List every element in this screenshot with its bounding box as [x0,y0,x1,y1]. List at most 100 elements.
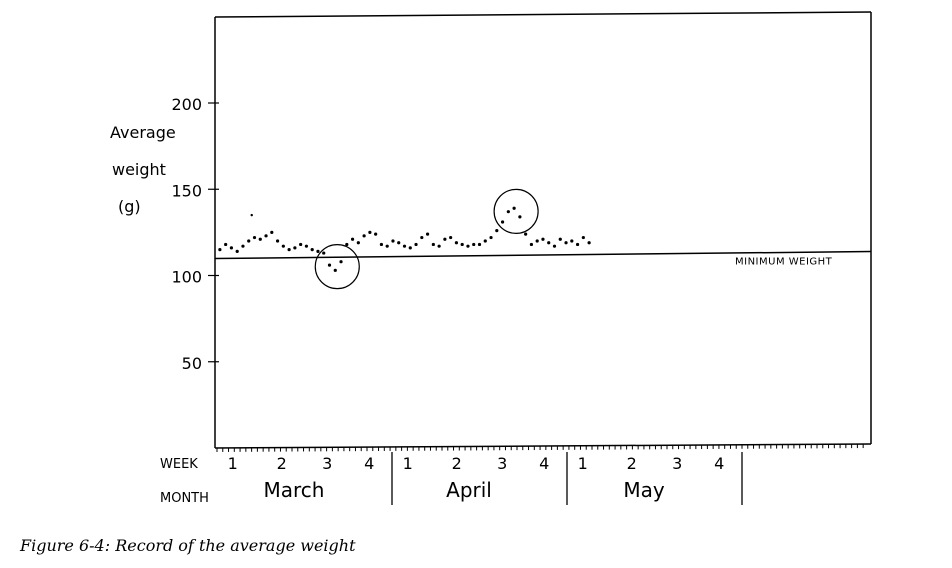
data-point [299,242,303,247]
y-tick-label: 200 [171,95,202,114]
week-label: 4 [539,454,549,473]
reference-line-label: MINIMUM WEIGHT [735,257,833,268]
data-point [489,235,493,240]
data-point [235,249,239,253]
data-point [264,234,268,238]
data-point [310,248,314,252]
data-point [252,235,257,240]
data-point [466,244,470,248]
data-point [506,210,510,214]
data-point [477,242,482,247]
data-point [472,242,476,247]
data-point [420,235,424,240]
data-point [258,237,262,241]
y-tick-label: 150 [171,181,202,200]
data-point [287,248,291,252]
data-point [524,232,528,236]
data-point [224,242,228,247]
week-label: 1 [228,454,238,473]
data-point [356,241,360,245]
data-point [391,239,395,243]
data-point [581,235,585,240]
data-points [218,206,591,272]
data-point [495,229,499,233]
highlight-circle [314,244,360,290]
month-label: March [264,478,325,502]
data-point [397,241,401,245]
week-row-label: WEEK [160,457,198,472]
data-point [570,239,574,243]
week-label: 2 [452,454,462,473]
data-point [454,241,459,245]
data-point [431,242,435,247]
week-label: 2 [277,454,287,473]
y-label-line: weight [112,160,166,179]
data-point [425,232,430,236]
x-axis-line [214,443,872,449]
y-tick-label: 50 [182,354,202,373]
data-point [575,242,580,247]
data-point [379,242,384,247]
month-label: April [446,478,492,502]
data-point [587,241,591,245]
data-point [229,246,234,250]
week-label: 1 [578,454,588,473]
data-point [270,230,274,234]
data-point [293,246,297,250]
data-point [541,237,545,241]
data-point [281,244,285,248]
plot-frame [214,11,872,449]
data-point [362,234,366,238]
data-point [241,244,245,248]
month-label: May [623,478,665,502]
week-label: 3 [672,454,682,473]
reference-line [214,250,872,260]
y-tick-label: 100 [171,268,202,287]
week-label: 2 [627,454,637,473]
y-axis-label: Average weight (g) [110,123,176,216]
week-label: 1 [403,454,413,473]
x-day-ticks [216,444,864,452]
data-point [304,244,309,248]
data-point [564,241,568,245]
data-point [402,244,407,248]
week-label: 4 [364,454,374,473]
data-point [483,239,487,243]
data-point [374,232,378,236]
y-label-line: (g) [118,197,141,216]
data-point [552,244,557,248]
data-point [247,239,251,243]
week-label: 3 [322,454,332,473]
data-point [547,241,551,245]
highlight-circles [314,188,539,290]
data-point [350,237,355,241]
data-point [322,251,326,255]
plot-top-border [214,11,872,18]
data-point [368,230,372,234]
minimum-weight-line: MINIMUM WEIGHT [214,250,872,268]
data-point [275,239,280,243]
data-point [437,244,441,248]
data-point [449,235,453,240]
data-point [443,237,447,241]
data-point [535,239,539,243]
y-label-line: Average [110,123,176,142]
data-point [500,220,505,224]
data-point [414,242,418,247]
data-point [316,249,320,253]
data-point [512,206,516,210]
week-label: 3 [497,454,507,473]
month-row-label: MONTH [160,491,209,506]
data-point [339,260,343,264]
data-point [529,242,534,247]
data-point [327,263,332,267]
data-point [345,242,349,247]
y-ticks: 50 100 150 200 [171,95,219,373]
data-point [333,268,337,272]
week-label: 4 [714,454,724,473]
data-point [385,244,389,248]
data-point [460,242,464,247]
data-point [218,248,222,252]
data-point [250,213,253,217]
